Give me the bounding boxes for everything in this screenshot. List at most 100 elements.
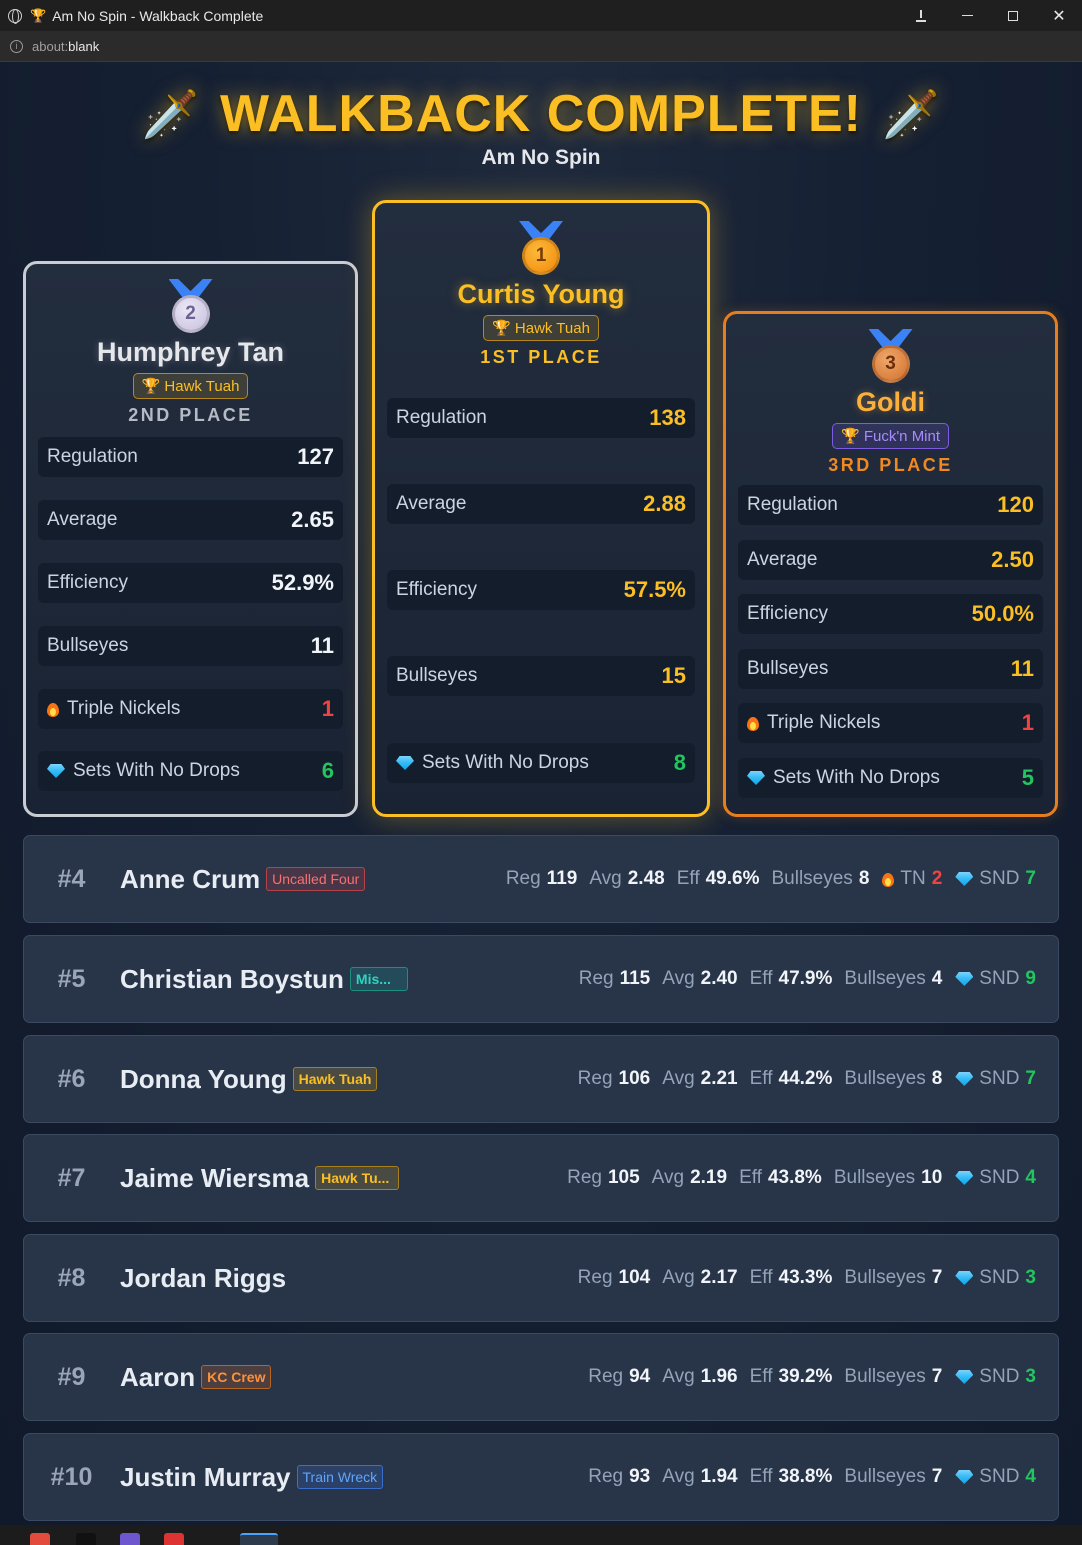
- rank: #7: [57, 1163, 86, 1192]
- gem-icon: [47, 764, 65, 778]
- team-badge: Mis...: [349, 967, 408, 991]
- rank: #10: [50, 1462, 93, 1491]
- row-stats: Reg 104 Avg 2.17 Eff 43.3% Bullseyes 7 SND 3: [577, 1267, 1036, 1288]
- row-stats: Reg 115 Avg 2.40 Eff 47.9% Bullseyes 4 SND 9: [578, 968, 1036, 989]
- leaderboard-row[interactable]: #4 Anne Crum Uncalled Four Reg 119 Avg 2.48…: [23, 835, 1059, 923]
- stat-sets-no-drops: Sets With No Drops 5: [738, 758, 1043, 798]
- dagger-icon: 🗡️: [881, 87, 941, 140]
- fire-icon: [47, 701, 59, 717]
- player-name: Curtis Young: [457, 279, 625, 309]
- player-name: Aaron KC Crew: [120, 1362, 272, 1393]
- stat-efficiency: Efficiency 57.5%: [387, 570, 695, 610]
- globe-icon: [8, 8, 22, 24]
- taskbar-app-icon[interactable]: [164, 1533, 184, 1545]
- window-titlebar: 🏆 Am No Spin - Walkback Complete ✕: [0, 0, 1082, 31]
- rank: #8: [57, 1263, 86, 1292]
- team-badge: 🏆 Hawk Tuah: [132, 373, 249, 399]
- league-name: Am No Spin: [481, 146, 601, 169]
- team-badge: 🏆 Hawk Tuah: [483, 315, 599, 341]
- leaderboard-row[interactable]: #5 Christian Boystun Mis... Reg 115 Avg 2.4…: [23, 935, 1059, 1023]
- minimize-button[interactable]: [944, 0, 990, 31]
- stat-triple-nickels: Triple Nickels 1: [738, 703, 1043, 743]
- place-label: 3RD PLACE: [828, 455, 953, 475]
- player-name: Donna Young Hawk Tuah: [120, 1064, 378, 1095]
- fire-icon: [882, 871, 895, 887]
- stat-sets-no-drops: Sets With No Drops 8: [387, 743, 695, 783]
- address-bar[interactable]: i about:blank: [0, 31, 1082, 62]
- gem-icon: [955, 1072, 974, 1086]
- team-badge: 🏆 Fuck'n Mint: [831, 423, 950, 449]
- stat-bullseyes: Bullseyes 15: [387, 656, 695, 696]
- header: 🗡️ WALKBACK COMPLETE! 🗡️ Am No Spin: [0, 84, 1082, 170]
- leaderboard-row[interactable]: #10 Justin Murray Train Wreck Reg 93 Avg 1.…: [23, 1433, 1059, 1521]
- fire-icon: [747, 715, 759, 731]
- place-label: 1ST PLACE: [480, 347, 602, 367]
- url-text[interactable]: about:blank: [32, 38, 100, 54]
- stat-bullseyes: Bullseyes 11: [738, 649, 1043, 689]
- taskbar-active-app-icon[interactable]: [240, 1533, 278, 1545]
- player-name: Jordan Riggs: [120, 1262, 287, 1293]
- player-name: Anne Crum Uncalled Four: [120, 864, 366, 895]
- close-button[interactable]: ✕: [1052, 7, 1066, 25]
- row-stats: Reg 93 Avg 1.94 Eff 38.8% Bullseyes 7 SND 4: [588, 1466, 1036, 1487]
- gem-icon: [396, 756, 414, 770]
- taskbar-app-icon[interactable]: [120, 1533, 140, 1545]
- silver-medal-icon: 2: [164, 279, 218, 343]
- maximize-button[interactable]: [990, 0, 1036, 31]
- taskbar: [0, 1525, 1082, 1545]
- rank: #5: [57, 964, 86, 993]
- stat-triple-nickels: Triple Nickels 1: [38, 689, 343, 729]
- gem-icon: [747, 771, 765, 785]
- stat-bullseyes: Bullseyes 11: [38, 626, 343, 666]
- stat-sets-no-drops: Sets With No Drops 6: [38, 751, 343, 791]
- stat-regulation: Regulation 138: [387, 398, 695, 438]
- team-badge: Hawk Tuah: [292, 1067, 378, 1091]
- player-name: Christian Boystun Mis...: [120, 964, 408, 995]
- bronze-medal-icon: 3: [864, 329, 918, 393]
- podium-card-first: 1 Curtis Young 🏆 Hawk Tuah 1ST PLACE Reg…: [372, 200, 710, 817]
- page: 🗡️ WALKBACK COMPLETE! 🗡️ Am No Spin 2 Hu…: [0, 62, 1082, 1525]
- info-icon[interactable]: i: [10, 39, 23, 53]
- player-name: Goldi: [856, 387, 925, 417]
- team-badge: Train Wreck: [296, 1465, 384, 1489]
- row-stats: Reg 119 Avg 2.48 Eff 49.6% Bullseyes 8 TN 2 S…: [505, 868, 1036, 889]
- team-badge: KC Crew: [201, 1365, 272, 1389]
- team-badge: Hawk Tu...: [315, 1166, 400, 1190]
- dagger-icon: 🗡️: [141, 87, 201, 140]
- page-title: 🗡️ WALKBACK COMPLETE! 🗡️: [141, 85, 941, 143]
- leaderboard-row[interactable]: #9 Aaron KC Crew Reg 94 Avg 1.96 Eff 39.2% B…: [23, 1333, 1059, 1421]
- gem-icon: [955, 1171, 974, 1185]
- taskbar-app-icon[interactable]: [76, 1533, 96, 1545]
- gem-icon: [955, 1370, 974, 1384]
- download-icon[interactable]: [898, 0, 944, 31]
- stat-average: Average 2.88: [387, 484, 695, 524]
- player-name: Justin Murray Train Wreck: [120, 1462, 384, 1493]
- trophy-icon: 🏆: [30, 7, 47, 23]
- rank: #6: [57, 1064, 86, 1093]
- stat-efficiency: Efficiency 50.0%: [738, 594, 1043, 634]
- stat-efficiency: Efficiency 52.9%: [38, 563, 343, 603]
- place-label: 2ND PLACE: [128, 405, 253, 425]
- window-title: Am No Spin - Walkback Complete: [52, 7, 264, 24]
- stat-average: Average 2.50: [738, 540, 1043, 580]
- gem-icon: [955, 1271, 974, 1285]
- rank: #9: [57, 1362, 86, 1391]
- gold-medal-icon: 1: [514, 221, 568, 285]
- player-name: Humphrey Tan: [96, 337, 285, 367]
- leaderboard-row[interactable]: #7 Jaime Wiersma Hawk Tu... Reg 105 Avg 2.1…: [23, 1134, 1059, 1222]
- gem-icon: [955, 872, 974, 886]
- row-stats: Reg 106 Avg 2.21 Eff 44.2% Bullseyes 8 SND 7: [577, 1068, 1036, 1089]
- gem-icon: [955, 972, 974, 986]
- stat-regulation: Regulation 127: [38, 437, 343, 477]
- stat-average: Average 2.65: [38, 500, 343, 540]
- podium-card-second: 2 Humphrey Tan 🏆 Hawk Tuah 2ND PLACE Reg…: [23, 261, 358, 817]
- row-stats: Reg 94 Avg 1.96 Eff 39.2% Bullseyes 7 SND 3: [588, 1366, 1036, 1387]
- player-name: Jaime Wiersma Hawk Tu...: [120, 1163, 400, 1194]
- leaderboard-row[interactable]: #6 Donna Young Hawk Tuah Reg 106 Avg 2.21 E…: [23, 1035, 1059, 1123]
- taskbar-app-icon[interactable]: [30, 1533, 50, 1545]
- leaderboard-row[interactable]: #8 Jordan Riggs Reg 104 Avg 2.17 Eff 43.3% …: [23, 1234, 1059, 1322]
- rank: #4: [57, 864, 86, 893]
- team-badge: Uncalled Four: [266, 867, 366, 891]
- podium-card-third: 3 Goldi 🏆 Fuck'n Mint 3RD PLACE Regulati…: [723, 311, 1058, 817]
- gem-icon: [955, 1470, 974, 1484]
